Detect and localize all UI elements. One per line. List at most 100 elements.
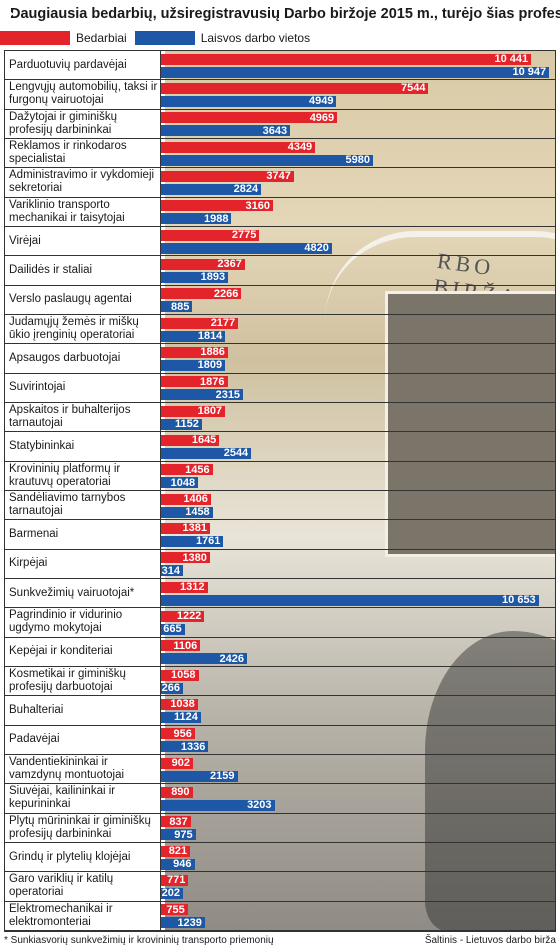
bar-unemployed: 2266 bbox=[161, 288, 242, 300]
bar-unemployed: 1038 bbox=[161, 698, 198, 711]
chart-row: Dailidės ir staliai 2367 1893 bbox=[5, 256, 555, 286]
category-label-cell: Reklamos ir rinkodaros specialistai bbox=[5, 139, 161, 168]
bar-value-unemployed: 902 bbox=[171, 757, 190, 770]
chart-row: Reklamos ir rinkodaros specialistai 4349 5… bbox=[5, 139, 555, 169]
category-label: Parduotuvių pardavėjai bbox=[9, 58, 127, 71]
bar-vacancies: 885 bbox=[161, 301, 193, 313]
category-label: Sandėliavimo tarnybos tarnautojai bbox=[9, 492, 126, 518]
bar-value-unemployed: 821 bbox=[168, 845, 188, 858]
bar-value-unemployed: 1106 bbox=[173, 639, 198, 652]
bar-unemployed: 821 bbox=[161, 845, 191, 858]
category-label-cell: Suvirintojai bbox=[5, 373, 161, 402]
category-label-cell: Barmenai bbox=[5, 520, 161, 549]
bar-value-unemployed: 755 bbox=[166, 903, 185, 916]
bar-unemployed: 1380 bbox=[161, 551, 210, 564]
category-label-cell: Statybininkai bbox=[5, 432, 161, 461]
bar-value-vacancies: 5980 bbox=[345, 154, 371, 167]
chart-row: Suvirintojai 1876 2315 bbox=[5, 373, 555, 403]
bar-unemployed: 1106 bbox=[161, 639, 201, 652]
bar-value-unemployed: 1886 bbox=[200, 346, 225, 359]
bar-value-unemployed: 4969 bbox=[309, 111, 335, 124]
bar-value-unemployed: 3160 bbox=[245, 199, 271, 212]
bar-value-unemployed: 2177 bbox=[210, 317, 236, 330]
bar-unemployed: 7544 bbox=[161, 82, 429, 95]
bar-vacancies: 2426 bbox=[161, 652, 247, 665]
bar-vacancies: 5980 bbox=[161, 154, 374, 167]
bar-value-unemployed: 2775 bbox=[231, 229, 257, 242]
footnote: * Sunkiasvorių sunkvežimių ir krovininių… bbox=[4, 935, 274, 946]
category-label-cell: Judamųjų žemės ir miškų ūkio įrenginių o… bbox=[5, 315, 161, 344]
bar-value-vacancies: 3203 bbox=[247, 799, 272, 812]
bar-value-vacancies: 2544 bbox=[223, 447, 249, 460]
category-label: Padavėjai bbox=[9, 733, 60, 746]
bar-value-vacancies: 1814 bbox=[197, 330, 223, 343]
bar-value-vacancies: 1239 bbox=[177, 916, 202, 929]
legend-item-vacancies: Laisvos darbo vietos bbox=[134, 30, 310, 46]
bar-vacancies: 1124 bbox=[161, 711, 201, 723]
category-label-cell: Dažytojai ir giminiškų profesijų darbini… bbox=[5, 109, 161, 138]
chart-row: Elektromechanikai ir elektromonteriai 755… bbox=[5, 901, 555, 931]
bar-vacancies: 3643 bbox=[161, 125, 291, 137]
category-label: Administravimo ir vykdomieji sekretoriai bbox=[9, 169, 155, 195]
category-label-cell: Vandentiekininkai ir vamzdynų montuotoja… bbox=[5, 755, 161, 784]
bar-vacancies: 1988 bbox=[161, 213, 232, 225]
bar-unemployed: 1222 bbox=[161, 610, 205, 622]
chart-row: Barmenai 1381 1761 bbox=[5, 520, 555, 550]
category-label: Judamųjų žemės ir miškų ūkio įrenginių o… bbox=[9, 316, 139, 342]
bar-value-unemployed: 1058 bbox=[171, 669, 196, 682]
category-label-cell: Siuvėjai, kailininkai ir kepurininkai bbox=[5, 784, 161, 813]
category-label: Siuvėjai, kailininkai ir kepurininkai bbox=[9, 785, 116, 811]
bar-vacancies: 665 bbox=[161, 623, 185, 635]
bar-value-unemployed: 1807 bbox=[197, 405, 223, 418]
bar-value-vacancies: 2426 bbox=[219, 652, 244, 665]
category-label: Lengvųjų automobilių, taksi ir furgonų v… bbox=[9, 81, 158, 107]
bar-unemployed: 902 bbox=[161, 757, 193, 770]
bar-unemployed: 2775 bbox=[161, 229, 260, 242]
bar-value-unemployed: 7544 bbox=[400, 82, 426, 95]
category-label: Buhalteriai bbox=[9, 703, 64, 716]
category-label: Garo variklių ir katilų operatoriai bbox=[9, 873, 114, 899]
bar-unemployed: 2177 bbox=[161, 317, 239, 330]
photo-door bbox=[385, 291, 555, 557]
bar-vacancies: 946 bbox=[161, 858, 195, 870]
chart-row: Statybininkai 1645 2544 bbox=[5, 432, 555, 462]
bar-value-vacancies: 314 bbox=[161, 564, 180, 577]
bar-value-vacancies: 1152 bbox=[174, 418, 199, 431]
chart-row: Buhalteriai 1038 1124 bbox=[5, 696, 555, 726]
category-label: Dažytojai ir giminiškų profesijų darbini… bbox=[9, 110, 118, 136]
bar-unemployed: 837 bbox=[161, 815, 191, 828]
category-label: Pagrindinio ir vidurinio ugdymo mokytoja… bbox=[9, 609, 123, 635]
bar-value-vacancies: 1893 bbox=[200, 271, 226, 284]
bar-value-unemployed: 1038 bbox=[170, 698, 195, 711]
chart-row: Dažytojai ir giminiškų profesijų darbini… bbox=[5, 109, 555, 139]
bar-value-vacancies: 4949 bbox=[308, 95, 334, 108]
category-label: Krovininių platformų ir krautuvų operato… bbox=[9, 462, 121, 488]
bar-unemployed: 771 bbox=[161, 874, 189, 886]
bar-unemployed: 755 bbox=[161, 903, 188, 916]
category-label: Plytų mūrininkai ir giminiškų profesijų … bbox=[9, 814, 151, 840]
bar-unemployed: 1058 bbox=[161, 669, 199, 682]
legend-swatch-vacancies bbox=[134, 31, 195, 45]
bar-value-unemployed: 1380 bbox=[182, 551, 207, 564]
bar-unemployed: 1886 bbox=[161, 346, 228, 359]
bar-value-vacancies: 2159 bbox=[210, 770, 235, 783]
category-label: Virėjai bbox=[9, 234, 41, 247]
category-label: Elektromechanikai ir elektromonteriai bbox=[9, 902, 113, 928]
bar-value-vacancies: 2824 bbox=[233, 183, 259, 196]
bar-vacancies: 1336 bbox=[161, 741, 209, 753]
bar-vacancies: 10 947 bbox=[161, 66, 550, 78]
category-label-cell: Kosmetikai ir giminiškų profesijų darbuo… bbox=[5, 667, 161, 696]
chart-row: Parduotuvių pardavėjai 10 441 10 947 bbox=[5, 51, 555, 81]
legend: Bedarbiai Laisvos darbo vietos bbox=[0, 30, 318, 46]
category-label: Dailidės ir staliai bbox=[9, 263, 93, 276]
chart-row: Lengvųjų automobilių, taksi ir furgonų v… bbox=[5, 80, 555, 110]
bar-vacancies: 2544 bbox=[161, 447, 252, 460]
bar-unemployed: 4349 bbox=[161, 141, 316, 153]
bar-vacancies: 1814 bbox=[161, 330, 226, 343]
category-label-cell: Buhalteriai bbox=[5, 696, 161, 725]
bar-value-vacancies: 1048 bbox=[170, 476, 196, 489]
bar-value-vacancies: 4820 bbox=[304, 242, 329, 255]
bar-vacancies: 1152 bbox=[161, 418, 202, 431]
bar-value-unemployed: 837 bbox=[169, 815, 188, 828]
category-label-cell: Elektromechanikai ir elektromonteriai bbox=[5, 901, 161, 930]
